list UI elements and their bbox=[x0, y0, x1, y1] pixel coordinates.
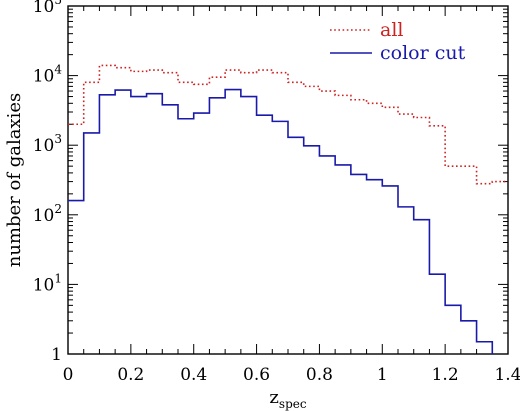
y-tick-label: 102 bbox=[33, 202, 62, 226]
y-tick-label: 101 bbox=[33, 271, 62, 295]
x-axis-ticks: 0 0.2 0.4 0.6 0.8 1 1.2 1.4 bbox=[63, 6, 520, 385]
x-tick-label: 0.4 bbox=[180, 365, 207, 385]
series-line-0 bbox=[68, 64, 508, 185]
x-tick-label: 1.4 bbox=[494, 365, 520, 385]
x-axis-title-main: z bbox=[269, 387, 278, 408]
y-axis-ticks: 1 101 102 103 104 105 bbox=[33, 0, 508, 365]
x-tick-label: 0 bbox=[63, 365, 74, 385]
y-tick-label: 1 bbox=[51, 345, 62, 365]
x-tick-label: 0.8 bbox=[306, 365, 333, 385]
x-axis-title-subscript: spec bbox=[279, 397, 307, 411]
x-axis-title: zspec bbox=[269, 387, 306, 411]
series-layer bbox=[68, 64, 508, 354]
y-axis-title: number of galaxies bbox=[4, 93, 25, 268]
y-tick-label: 103 bbox=[33, 132, 62, 156]
x-tick-label: 1 bbox=[377, 365, 388, 385]
y-tick-label: 105 bbox=[33, 0, 62, 17]
legend-label: all bbox=[380, 19, 403, 41]
y-tick-label: 104 bbox=[33, 63, 63, 87]
x-tick-label: 0.2 bbox=[117, 365, 144, 385]
x-tick-label: 0.6 bbox=[243, 365, 270, 385]
svg-text:zspec: zspec bbox=[269, 387, 306, 411]
series-line-1 bbox=[68, 88, 494, 354]
x-tick-label: 1.2 bbox=[432, 365, 459, 385]
legend-label: color cut bbox=[380, 42, 466, 64]
